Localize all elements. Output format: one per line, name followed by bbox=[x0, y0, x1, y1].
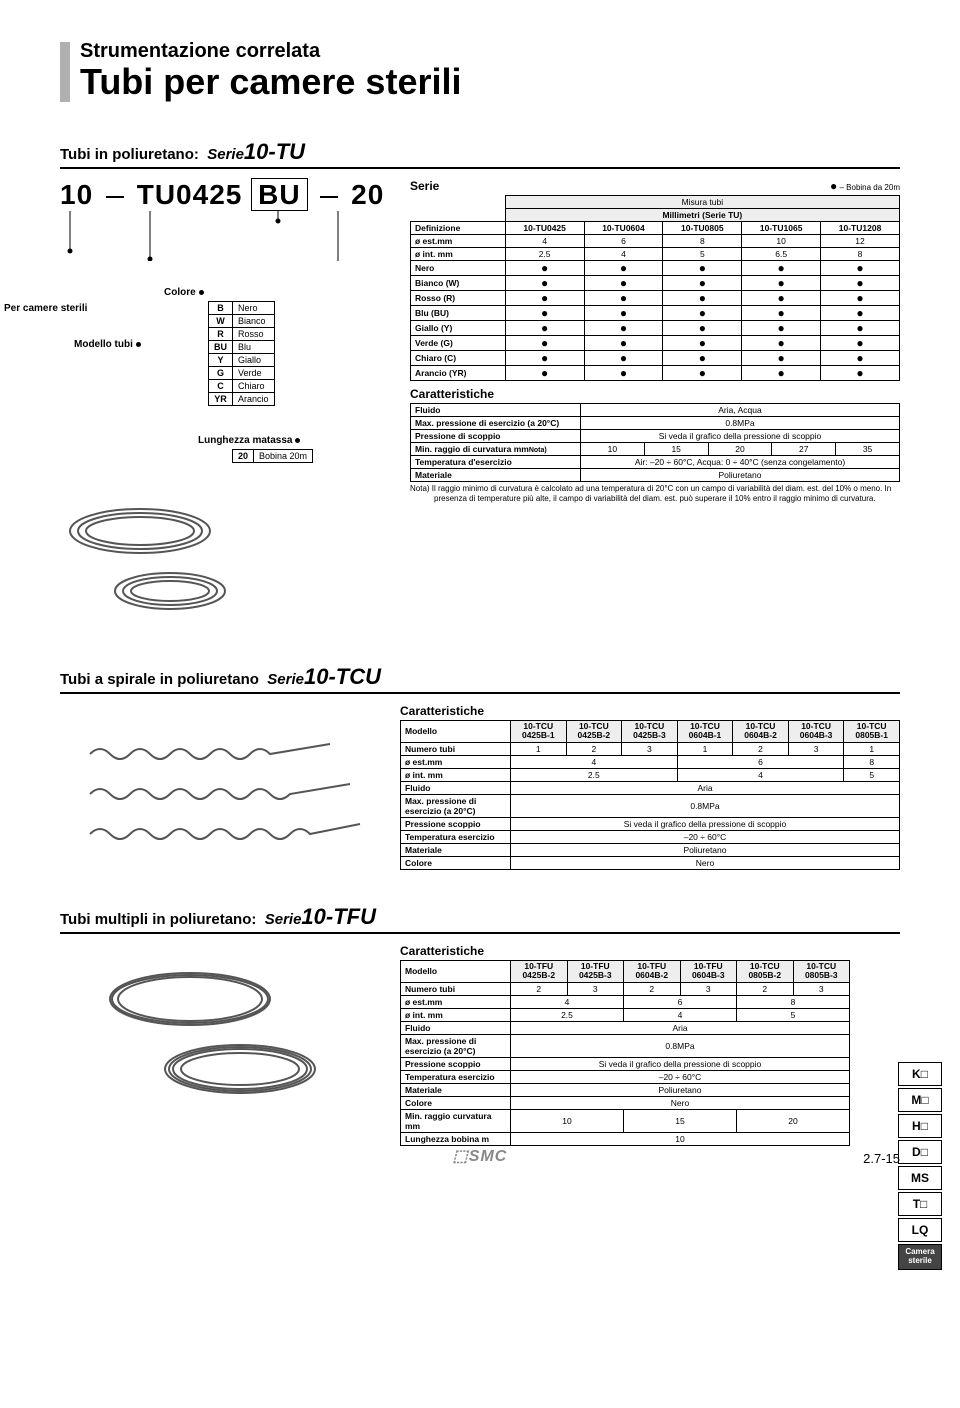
page-header: Strumentazione correlata Tubi per camere… bbox=[60, 40, 900, 103]
side-tab-active[interactable]: Camera sterile bbox=[898, 1244, 942, 1270]
section-tfu: Tubi multipli in poliuretano: Serie10-TF… bbox=[60, 904, 900, 1146]
side-tab[interactable]: M□ bbox=[898, 1088, 942, 1112]
pc-a: 10 bbox=[60, 179, 93, 210]
side-tab[interactable]: H□ bbox=[898, 1114, 942, 1138]
side-tab[interactable]: K□ bbox=[898, 1062, 942, 1086]
callout-modello: Modello tubi bbox=[74, 339, 141, 350]
length-table: 20Bobina 20m bbox=[232, 449, 313, 463]
serie-table: Misura tubiMillimetri (Serie TU)Definizi… bbox=[410, 195, 900, 381]
spiral-image bbox=[60, 704, 380, 884]
sec1-series-code: 10-TU bbox=[244, 139, 305, 164]
sec2-prefix: Tubi a spirale in poliuretano bbox=[60, 671, 259, 688]
sec2-series-label: Serie bbox=[267, 671, 304, 688]
pc-d: 20 bbox=[351, 179, 384, 210]
sec3-prefix: Tubi multipli in poliuretano: bbox=[60, 911, 256, 928]
logo: ⬚SMC bbox=[453, 1146, 508, 1166]
pc-b: TU0425 bbox=[137, 179, 243, 210]
side-tab[interactable]: D□ bbox=[898, 1140, 942, 1164]
char2-title: Caratteristiche bbox=[400, 704, 484, 718]
sec3-series-label: Serie bbox=[265, 911, 302, 928]
part-code: 10 TU0425 BU 20 bbox=[60, 179, 390, 211]
side-tab[interactable]: T□ bbox=[898, 1192, 942, 1216]
sec1-series-label: Serie bbox=[207, 146, 244, 163]
page-number: 2.7-15 bbox=[863, 1151, 900, 1166]
coil-image bbox=[60, 491, 260, 641]
serie-title: Serie bbox=[410, 179, 439, 193]
char2-table: Modello10-TCU0425B-110-TCU0425B-210-TCU0… bbox=[400, 720, 900, 870]
section-tcu: Tubi a spirale in poliuretano Serie10-TC… bbox=[60, 664, 900, 884]
section-tu: Tubi in poliuretano: Serie10-TU 10 TU042… bbox=[60, 139, 900, 644]
multi-image bbox=[60, 944, 380, 1124]
callout-camere: Per camere sterili bbox=[4, 303, 87, 314]
side-tabs: K□M□H□D□MST□LQCamera sterile bbox=[898, 1062, 942, 1272]
bobina-note: – Bobina da 20m bbox=[840, 183, 901, 192]
char1-table: FluidoAria, AcquaMax. pressione di eserc… bbox=[410, 403, 900, 482]
char1-title: Caratteristiche bbox=[410, 387, 494, 401]
sec3-series-code: 10-TFU bbox=[301, 904, 376, 929]
pc-c: BU bbox=[251, 178, 307, 211]
header-bar bbox=[60, 42, 70, 102]
callout-colore: Colore bbox=[164, 287, 204, 298]
main-title: Tubi per camere sterili bbox=[80, 61, 461, 103]
side-tab[interactable]: LQ bbox=[898, 1218, 942, 1242]
char3-table: Modello10-TFU0425B-210-TFU0425B-310-TFU0… bbox=[400, 960, 850, 1146]
sec2-series-code: 10-TCU bbox=[304, 664, 381, 689]
callout-lunghezza: Lunghezza matassa bbox=[198, 435, 300, 446]
color-table: BNeroWBiancoRRossoBUBluYGialloGVerdeCChi… bbox=[208, 301, 275, 406]
sec1-prefix: Tubi in poliuretano: bbox=[60, 146, 199, 163]
char1-note: Nota) Il raggio minimo di curvatura è ca… bbox=[410, 484, 900, 503]
side-tab[interactable]: MS bbox=[898, 1166, 942, 1190]
supertitle: Strumentazione correlata bbox=[80, 40, 461, 63]
char3-title: Caratteristiche bbox=[400, 944, 484, 958]
